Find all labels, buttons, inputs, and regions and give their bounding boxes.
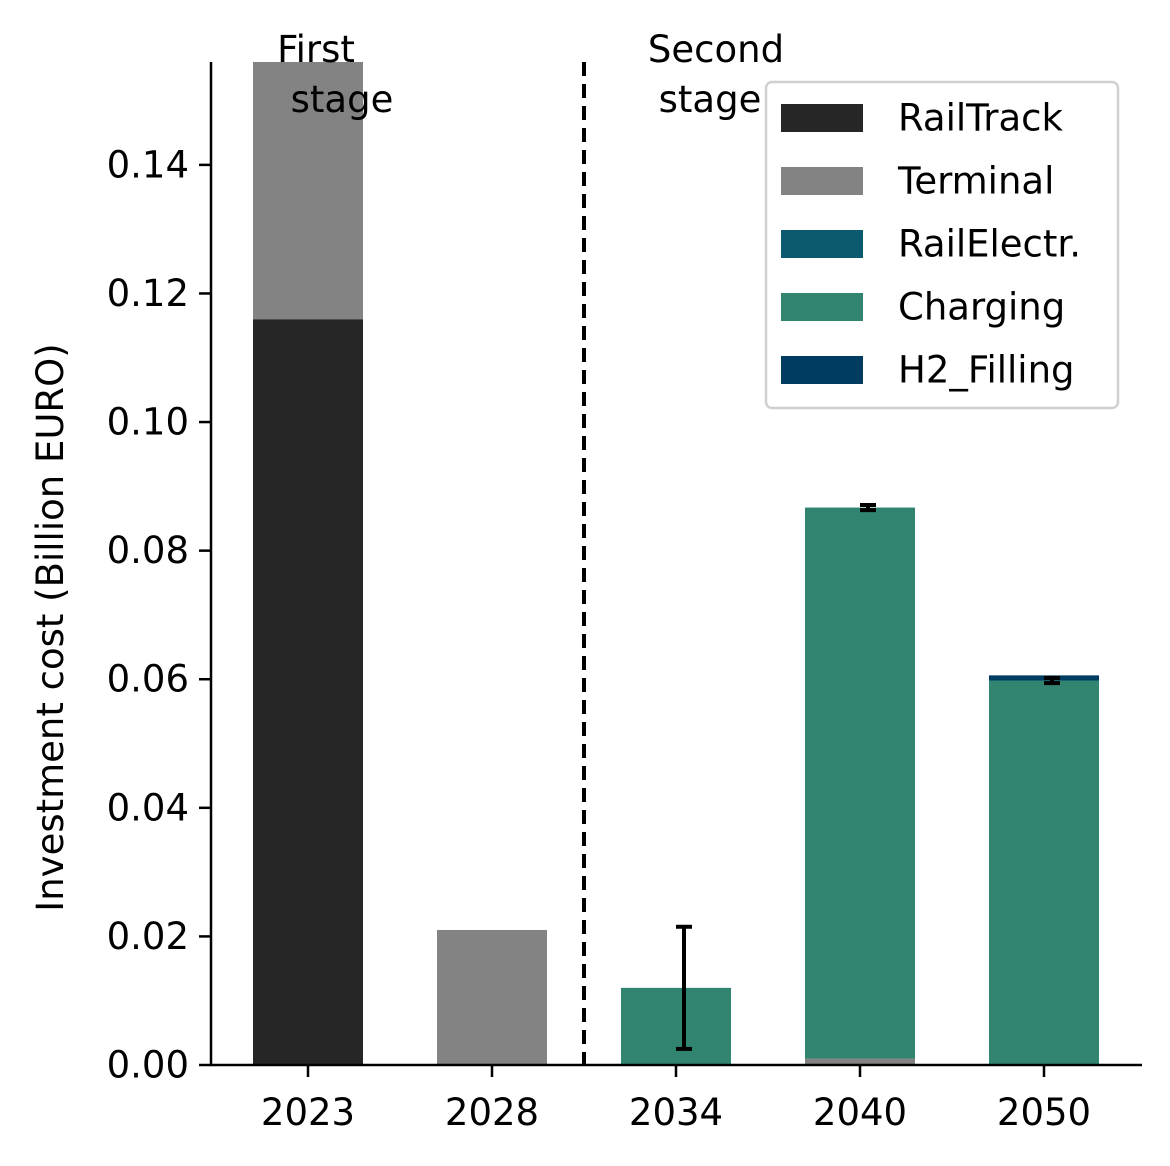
bar-2028-terminal — [437, 929, 547, 1065]
first-stage-label-line1: First — [277, 28, 355, 71]
error-bar-2050 — [1044, 675, 1060, 686]
second-stage-label-line1: Second — [648, 28, 784, 71]
legend-swatch — [781, 167, 863, 195]
bars-group — [253, 62, 1099, 1066]
y-tick-label: 0.10 — [107, 401, 189, 444]
legend-box — [764, 80, 1120, 410]
x-tick-label: 2023 — [261, 1091, 355, 1134]
y-tick-label: 0.06 — [107, 658, 189, 701]
error-bars-group — [676, 502, 1060, 1051]
bar-2023-railtrack — [253, 319, 363, 1066]
legend: RailTrack Terminal RailElectr. Charging H2_F… — [764, 80, 1120, 410]
bar-2023-terminal — [253, 62, 363, 320]
legend-item-h2-filling: H2_Filling — [781, 349, 1075, 392]
bar-2050-charging — [989, 680, 1099, 1065]
error-bar-2034 — [676, 924, 692, 1051]
y-tick-label: 0.12 — [107, 272, 189, 315]
axes-group: 0.00 0.02 0.04 0.06 0.08 0.10 0.12 0.14 2023 2028… — [29, 62, 1142, 1134]
legend-label: Terminal — [897, 160, 1054, 203]
legend-label: RailElectr. — [898, 223, 1081, 266]
first-stage-label-line2: stage — [291, 78, 394, 121]
legend-swatch — [781, 230, 863, 258]
x-tick-label: 2028 — [445, 1091, 539, 1134]
legend-swatch — [781, 356, 863, 384]
second-stage-label-line2: stage — [659, 78, 762, 121]
legend-swatch — [781, 104, 863, 132]
legend-label: Charging — [898, 286, 1065, 329]
legend-label: RailTrack — [898, 97, 1064, 140]
y-axis-title: Investment cost (Billion EURO) — [29, 343, 72, 911]
y-tick-label: 0.04 — [107, 786, 189, 829]
legend-item-terminal: Terminal — [781, 160, 1054, 203]
y-tick-label: 0.14 — [107, 143, 189, 186]
bar-2040-terminal — [805, 1058, 915, 1065]
y-tick-label: 0.00 — [107, 1044, 189, 1087]
stage-annotations: First stage Second stage — [277, 28, 784, 121]
error-bar-2040 — [860, 502, 876, 513]
x-tick-label: 2050 — [997, 1091, 1091, 1134]
legend-swatch — [781, 293, 863, 321]
y-tick-label: 0.02 — [107, 915, 189, 958]
x-tick-label: 2040 — [813, 1091, 907, 1134]
bar-2034-charging — [621, 987, 731, 1065]
bar-2040-charging — [805, 507, 915, 1059]
y-tick-label: 0.08 — [107, 529, 189, 572]
legend-item-railtrack: RailTrack — [781, 97, 1064, 140]
legend-label: H2_Filling — [898, 349, 1075, 392]
legend-item-railelectr-: RailElectr. — [781, 223, 1081, 266]
x-tick-label: 2034 — [629, 1091, 723, 1134]
legend-item-charging: Charging — [781, 286, 1065, 329]
